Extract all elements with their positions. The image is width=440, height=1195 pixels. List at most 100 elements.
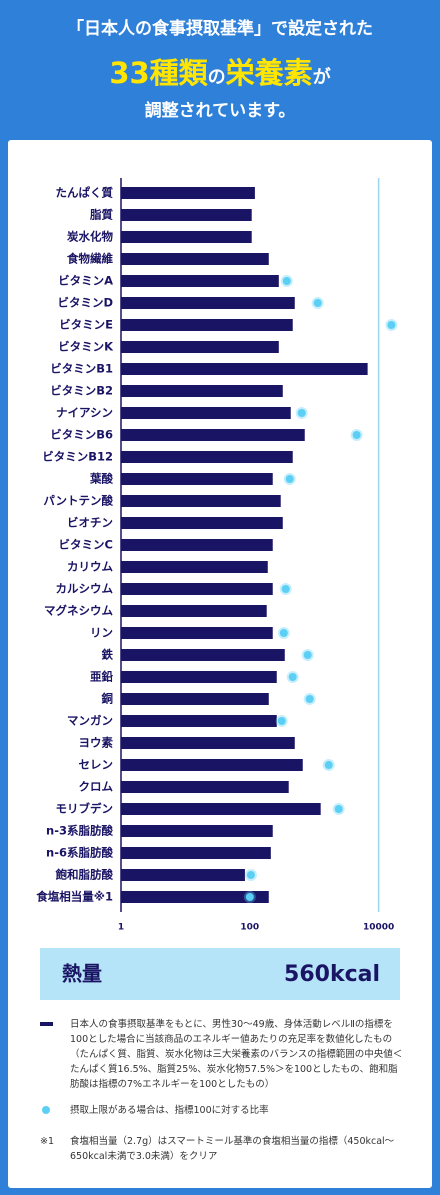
limit-dot	[275, 715, 288, 727]
bar	[121, 187, 255, 199]
y-tick-label: モリブデン	[56, 802, 114, 816]
legend-dot-icon	[42, 1106, 50, 1114]
limit-dot	[322, 759, 335, 771]
text: が	[312, 67, 331, 88]
limit-dot	[279, 583, 292, 595]
bar	[121, 847, 271, 859]
y-tick-label: 食物繊維	[67, 252, 113, 266]
y-tick-label: ビタミンK	[58, 340, 114, 354]
y-tick-label: ビタミンA	[58, 274, 113, 288]
bar	[121, 253, 269, 265]
y-tick-label: リン	[90, 626, 113, 640]
bar	[121, 319, 293, 331]
y-tick-label: 葉酸	[89, 472, 113, 486]
bar	[121, 231, 252, 243]
limit-dot	[283, 473, 296, 485]
y-tick-label: ビタミンC	[59, 538, 113, 552]
footnote-text: 食塩相当量（2.7g）はスマートミール基準の食塩相当量の指標（450kcal〜6…	[70, 1136, 395, 1162]
bar	[121, 517, 283, 529]
y-tick-label: ビオチン	[67, 516, 113, 530]
highlight: 栄養素	[225, 56, 313, 90]
y-tick-label: ヨウ素	[79, 736, 114, 750]
bar	[121, 429, 305, 441]
bar	[121, 869, 245, 881]
y-tick-label: 飽和脂肪酸	[55, 868, 114, 882]
y-tick-label: ビタミンE	[59, 318, 113, 332]
x-tick-label: 10000	[363, 923, 394, 933]
energy-value: 560kcal	[284, 962, 380, 987]
bar	[121, 275, 279, 287]
bar	[121, 451, 293, 463]
limit-dot	[385, 319, 398, 331]
y-tick-label: 鉄	[102, 648, 114, 662]
limit-dot	[301, 649, 314, 661]
limit-dot	[332, 803, 345, 815]
headline-1: 「日本人の食事摂取基準」で設定された	[67, 19, 373, 39]
y-tick-label: ビタミンB2	[50, 384, 113, 398]
text: の	[207, 67, 226, 88]
y-tick-label: ビタミンD	[57, 296, 113, 310]
y-tick-label: 食塩相当量※1	[36, 890, 113, 904]
x-tick-label: 100	[240, 923, 259, 933]
bar	[121, 891, 269, 903]
bar	[121, 671, 277, 683]
headline-3: 調整されています。	[144, 101, 296, 121]
y-tick-label: n-3系脂肪酸	[46, 824, 113, 838]
bar	[121, 561, 268, 573]
limit-dot	[303, 693, 316, 705]
bar	[121, 363, 368, 375]
limit-dot	[244, 869, 257, 881]
legend-text: 日本人の食事摂取基準をもとに、男性30〜49歳、身体活動レベルⅡの指標を100と…	[70, 1019, 403, 1090]
limit-dot	[243, 891, 256, 903]
bar	[121, 583, 273, 595]
bar	[121, 759, 303, 771]
limit-dot	[295, 407, 308, 419]
y-tick-label: ビタミンB1	[50, 362, 113, 376]
y-tick-label: n-6系脂肪酸	[46, 846, 113, 860]
x-tick-label: 1	[118, 923, 124, 933]
y-tick-label: カルシウム	[56, 582, 114, 596]
energy-box	[40, 948, 400, 1000]
bar	[121, 737, 295, 749]
bar	[121, 649, 285, 661]
y-tick-label: 銅	[102, 692, 114, 706]
bar	[121, 803, 321, 815]
bar	[121, 627, 273, 639]
energy-label: 熱量	[62, 962, 102, 986]
bar	[121, 297, 295, 309]
y-tick-label: 炭水化物	[67, 230, 113, 244]
bar	[121, 385, 283, 397]
y-tick-label: パントテン酸	[43, 494, 113, 508]
bar	[121, 605, 267, 617]
legend-text: 摂取上限がある場合は、指標100に対する比率	[70, 1105, 269, 1116]
y-tick-label: セレン	[79, 758, 114, 772]
bar	[121, 407, 291, 419]
limit-dot	[280, 275, 293, 287]
limit-dot	[311, 297, 324, 309]
y-tick-label: ナイアシン	[56, 406, 113, 420]
y-tick-label: ビタミンB6	[50, 428, 113, 442]
bar	[121, 825, 273, 837]
limit-dot	[286, 671, 299, 683]
bar	[121, 495, 281, 507]
y-tick-label: 脂質	[89, 208, 113, 222]
card	[8, 140, 432, 1188]
y-tick-label: クロム	[79, 780, 114, 794]
limit-dot	[277, 627, 290, 639]
limit-dot	[350, 429, 363, 441]
bar	[121, 539, 273, 551]
bar	[121, 781, 289, 793]
bar	[121, 341, 279, 353]
y-tick-label: カリウム	[67, 560, 113, 574]
bar	[121, 715, 277, 727]
bar	[121, 473, 273, 485]
footnote-mark: ※1	[40, 1136, 55, 1147]
y-tick-label: たんぱく質	[56, 186, 114, 200]
bar	[121, 693, 269, 705]
y-tick-label: マンガン	[67, 714, 113, 728]
y-tick-label: ビタミンB12	[42, 450, 113, 464]
headline-2: 33種類の栄養素が	[0, 50, 440, 92]
y-tick-label: マグネシウム	[44, 604, 113, 618]
